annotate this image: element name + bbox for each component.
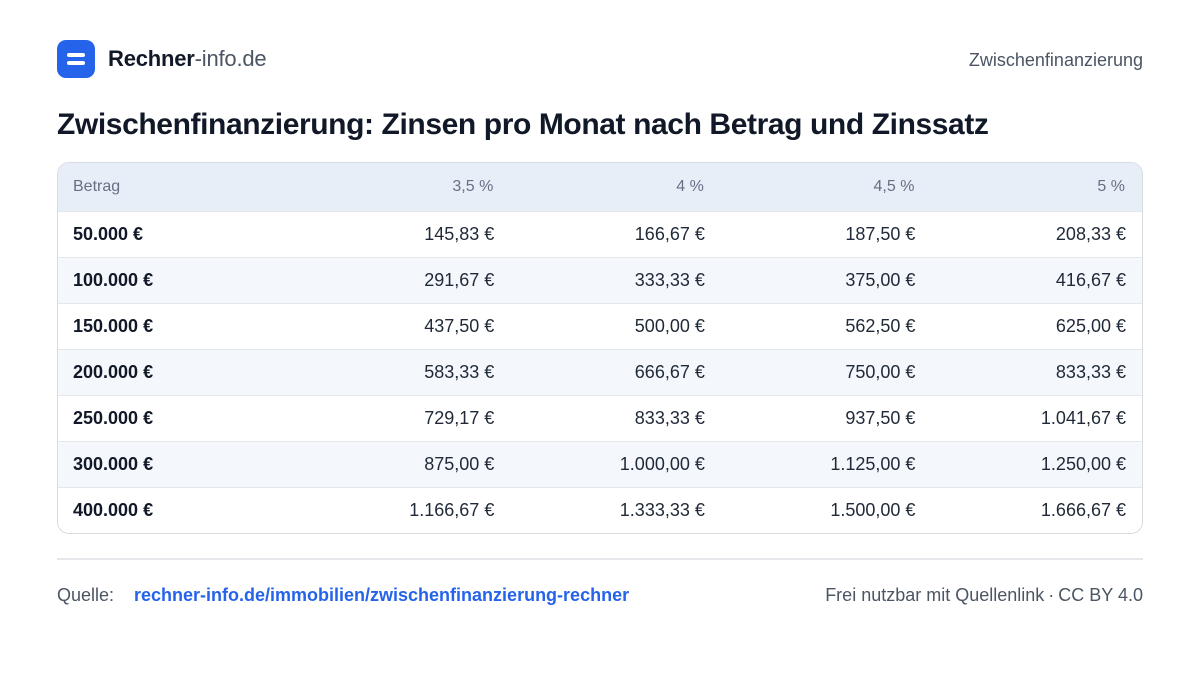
table-cell: 583,33 € <box>424 361 495 382</box>
header-betrag: Betrag <box>73 177 121 195</box>
table-cell: 437,50 € <box>424 315 495 336</box>
row-amount: 150.000 € <box>73 315 154 336</box>
license-info: Frei nutzbar mit Quellenlink · CC BY 4.0 <box>825 585 1143 606</box>
table-cell: 166,67 € <box>634 223 705 244</box>
table-cell: 187,50 € <box>845 223 916 244</box>
table-header-row: Betrag 3,5 % 4 % 4,5 % 5 % <box>58 163 1142 211</box>
table-body: 50.000 € 145,83 € 166,67 € 187,50 € 208,… <box>58 211 1142 533</box>
row-amount: 250.000 € <box>73 407 154 428</box>
brand-name[interactable]: Rechner-info.de <box>108 46 267 71</box>
table-cell: 1.333,33 € <box>619 499 705 520</box>
table-cell: 833,33 € <box>634 407 705 428</box>
row-amount: 200.000 € <box>73 361 154 382</box>
table-row: 150.000 € 437,50 € 500,00 € 562,50 € 625… <box>58 303 1142 349</box>
table-cell: 500,00 € <box>634 315 705 336</box>
header-rate-4-5: 4,5 % <box>873 177 915 195</box>
header-rate-5: 5 % <box>1097 177 1125 195</box>
calculator-logo-icon[interactable] <box>57 40 95 78</box>
row-amount: 300.000 € <box>73 453 154 474</box>
source-label: Quelle: <box>57 585 115 605</box>
table-cell: 1.125,00 € <box>830 453 916 474</box>
table-cell: 145,83 € <box>424 223 495 244</box>
table-row: 400.000 € 1.166,67 € 1.333,33 € 1.500,00… <box>58 487 1142 533</box>
table-cell: 333,33 € <box>634 269 705 290</box>
table-cell: 666,67 € <box>634 361 705 382</box>
table-cell: 1.000,00 € <box>619 453 705 474</box>
table-cell: 375,00 € <box>845 269 916 290</box>
brand-name-bold: Rechner <box>108 46 195 71</box>
table-cell: 1.500,00 € <box>830 499 916 520</box>
interest-table: Betrag 3,5 % 4 % 4,5 % 5 % 50.000 € 145,… <box>57 162 1143 534</box>
table-row: 100.000 € 291,67 € 333,33 € 375,00 € 416… <box>58 257 1142 303</box>
header-rate-4: 4 % <box>676 177 704 195</box>
header-category: Zwischenfinanzierung <box>968 50 1143 70</box>
header: Rechner-info.de Zwischenfinanzierung <box>57 40 1143 78</box>
table-row: 50.000 € 145,83 € 166,67 € 187,50 € 208,… <box>58 211 1142 257</box>
row-amount: 400.000 € <box>73 499 154 520</box>
license-badge: CC BY 4.0 <box>1058 585 1143 605</box>
table-cell: 1.166,67 € <box>409 499 495 520</box>
table-cell: 833,33 € <box>1055 361 1126 382</box>
table-cell: 1.250,00 € <box>1040 453 1126 474</box>
table-cell: 729,17 € <box>424 407 495 428</box>
table-cell: 1.666,67 € <box>1040 499 1126 520</box>
row-amount: 50.000 € <box>73 223 144 244</box>
page-title: Zwischenfinanzierung: Zinsen pro Monat n… <box>57 108 989 141</box>
footer-divider <box>57 558 1143 560</box>
source-link[interactable]: rechner-info.de/immobilien/zwischenfinan… <box>134 585 630 605</box>
table-cell: 875,00 € <box>424 453 495 474</box>
brand-name-light: -info.de <box>194 46 267 71</box>
table-row: 200.000 € 583,33 € 666,67 € 750,00 € 833… <box>58 349 1142 395</box>
table-cell: 208,33 € <box>1055 223 1126 244</box>
table-row: 250.000 € 729,17 € 833,33 € 937,50 € 1.0… <box>58 395 1142 441</box>
table-row: 300.000 € 875,00 € 1.000,00 € 1.125,00 €… <box>58 441 1142 487</box>
table-cell: 937,50 € <box>845 407 916 428</box>
table-cell: 625,00 € <box>1055 315 1126 336</box>
header-rate-3-5: 3,5 % <box>452 177 494 195</box>
table-header: Betrag 3,5 % 4 % 4,5 % 5 % <box>58 163 1142 211</box>
table-cell: 750,00 € <box>845 361 916 382</box>
separator-dot: · <box>1048 585 1055 605</box>
license-text: Frei nutzbar mit Quellenlink <box>825 585 1045 605</box>
table-cell: 562,50 € <box>845 315 916 336</box>
row-amount: 100.000 € <box>73 269 154 290</box>
footer: Quelle: rechner-info.de/immobilien/zwisc… <box>57 585 1143 609</box>
table-cell: 1.041,67 € <box>1040 407 1126 428</box>
table-cell: 291,67 € <box>424 269 495 290</box>
table-cell: 416,67 € <box>1055 269 1126 290</box>
